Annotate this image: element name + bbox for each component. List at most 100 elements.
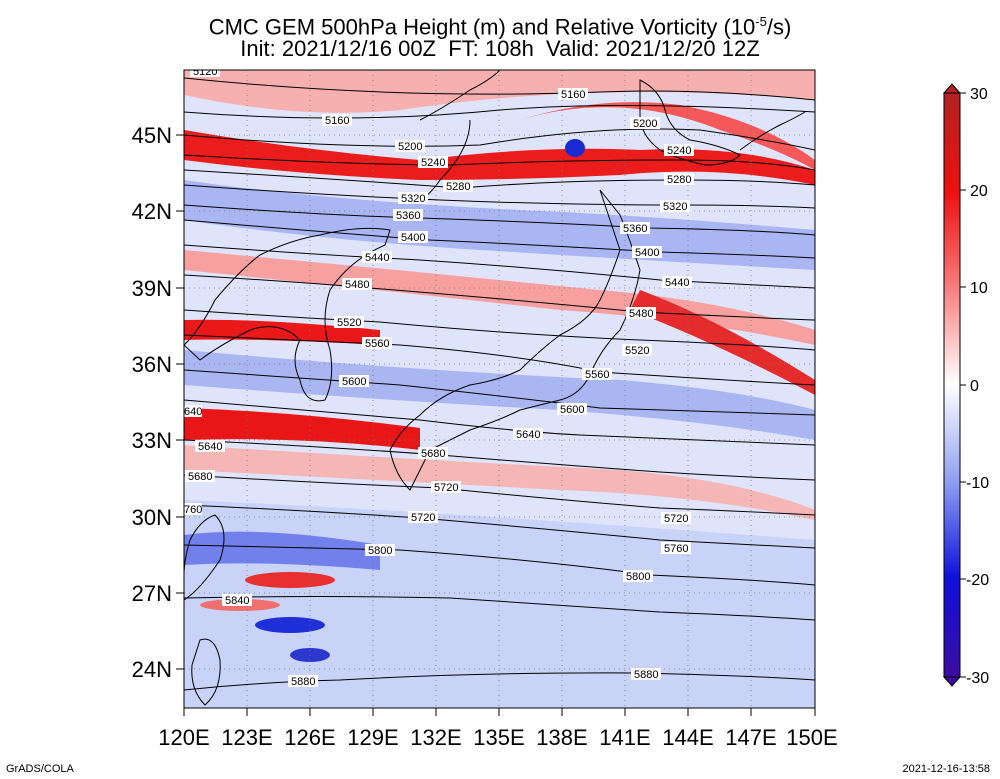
lat-label: 30N — [132, 505, 172, 530]
contour-label: 5720 — [408, 511, 438, 524]
contour-label: 5240 — [664, 144, 694, 157]
svg-text:5800: 5800 — [626, 571, 650, 583]
contour-label: 5640 — [513, 428, 543, 441]
vorticity-band-mid-red — [184, 250, 815, 345]
contour-label: 5840 — [222, 594, 252, 607]
contour-label: 760 — [184, 503, 202, 516]
svg-text:5280: 5280 — [446, 181, 470, 193]
svg-text:5880: 5880 — [291, 676, 315, 688]
svg-text:5520: 5520 — [337, 317, 361, 329]
svg-text:5200: 5200 — [398, 141, 422, 153]
svg-text:5240: 5240 — [421, 157, 445, 169]
contour-label: 5880 — [631, 668, 661, 681]
colorbar-label: -10 — [966, 475, 989, 492]
contour-label: 5360 — [393, 209, 423, 222]
svg-text:5160: 5160 — [325, 115, 349, 127]
axis-ticks — [176, 134, 816, 716]
colorbar-label: -20 — [966, 572, 989, 589]
lon-label: 141E — [599, 725, 650, 750]
vorticity-band-south-pink — [184, 445, 815, 520]
contour-label: 5480 — [626, 307, 656, 320]
svg-text:5800: 5800 — [368, 545, 392, 557]
svg-text:5640: 5640 — [516, 429, 540, 441]
colorbar-label: 10 — [970, 280, 988, 297]
chart-title-line1: CMC GEM 500hPa Height (m) and Relative V… — [208, 14, 792, 40]
vorticity-band-south-red — [184, 408, 420, 450]
colorbar: 30 20 10 0 -10 -20 -30 — [942, 83, 989, 687]
contour-label: 5600 — [339, 375, 369, 388]
lon-label: 135E — [473, 725, 524, 750]
contour-label: 5520 — [334, 316, 364, 329]
contour-label: 5480 — [342, 278, 372, 291]
svg-text:5520: 5520 — [625, 345, 649, 357]
lon-label: 126E — [284, 725, 335, 750]
contour-label: 5800 — [623, 570, 653, 583]
contour-label: 5400 — [632, 246, 662, 259]
colorbar-label: -30 — [966, 670, 989, 687]
svg-text:760: 760 — [184, 504, 202, 516]
lat-label: 42N — [132, 199, 172, 224]
svg-text:5720: 5720 — [411, 512, 435, 524]
contour-label: 5240 — [418, 156, 448, 169]
vorticity-eddy-1 — [245, 572, 335, 588]
lat-label: 24N — [132, 657, 172, 682]
vorticity-band-jet-east — [520, 102, 815, 170]
contour-label: 5200 — [395, 140, 425, 153]
contour-label: 5320 — [398, 192, 428, 205]
svg-text:5480: 5480 — [629, 308, 653, 320]
svg-text:5400: 5400 — [635, 247, 659, 259]
svg-text:5560: 5560 — [365, 338, 389, 350]
graticule — [184, 70, 815, 708]
contour-label: 5680 — [185, 470, 215, 483]
svg-text:5160: 5160 — [561, 89, 585, 101]
lon-label: 138E — [536, 725, 587, 750]
contour-label: 5800 — [365, 544, 395, 557]
contour-label: 5280 — [443, 180, 473, 193]
plot-area: 5120 5160 5160 5200 5200 5240 5240 5280 … — [184, 66, 815, 708]
svg-text:5480: 5480 — [345, 279, 369, 291]
svg-text:5440: 5440 — [365, 252, 389, 264]
svg-text:5640: 5640 — [198, 441, 222, 453]
contour-label: 5400 — [398, 231, 428, 244]
contour-label: 5320 — [660, 200, 690, 213]
contour-label: 5440 — [362, 251, 392, 264]
chart-title-line2: Init: 2021/12/16 00Z FT: 108h Valid: 202… — [240, 36, 760, 61]
colorbar-label: 30 — [970, 86, 988, 103]
lon-label: 150E — [786, 725, 837, 750]
contour-label: 5560 — [582, 368, 612, 381]
vorticity-band-subtrop-light — [184, 500, 815, 708]
contour-label: 5640 — [195, 440, 225, 453]
contour-label: 5280 — [664, 173, 694, 186]
contour-label: 5200 — [630, 117, 660, 130]
lon-label: 123E — [221, 725, 272, 750]
colorbar-top-arrow — [942, 83, 962, 94]
svg-text:5720: 5720 — [664, 513, 688, 525]
contour-label: 5160 — [558, 88, 588, 101]
vorticity-band-mid-blue — [184, 350, 815, 440]
svg-text:5240: 5240 — [667, 145, 691, 157]
svg-text:5400: 5400 — [401, 232, 425, 244]
contour-label: 5760 — [661, 542, 691, 555]
svg-text:5120: 5120 — [193, 66, 217, 78]
lon-label: 120E — [158, 725, 209, 750]
svg-text:640: 640 — [184, 406, 202, 418]
svg-text:5440: 5440 — [665, 277, 689, 289]
footer-credit: GrADS/COLA — [6, 763, 74, 775]
svg-text:5360: 5360 — [623, 223, 647, 235]
svg-text:5880: 5880 — [634, 669, 658, 681]
vorticity-eddy-4 — [565, 139, 585, 157]
vorticity-band-north — [184, 70, 815, 113]
contour-labels: 5120 5160 5160 5200 5200 5240 5240 5280 … — [184, 66, 694, 688]
svg-text:5280: 5280 — [667, 174, 691, 186]
contour-label: 5600 — [557, 403, 587, 416]
lat-label: 33N — [132, 428, 172, 453]
svg-text:5680: 5680 — [421, 448, 445, 460]
lat-label: 36N — [132, 352, 172, 377]
lon-label: 129E — [347, 725, 398, 750]
colorbar-label: 0 — [970, 378, 979, 395]
contour-label: 5560 — [362, 337, 392, 350]
footer-timestamp: 2021-12-16-13:58 — [902, 763, 990, 775]
lat-label: 45N — [132, 123, 172, 148]
lon-label: 132E — [410, 725, 461, 750]
contour-label: 5120 — [190, 66, 220, 78]
